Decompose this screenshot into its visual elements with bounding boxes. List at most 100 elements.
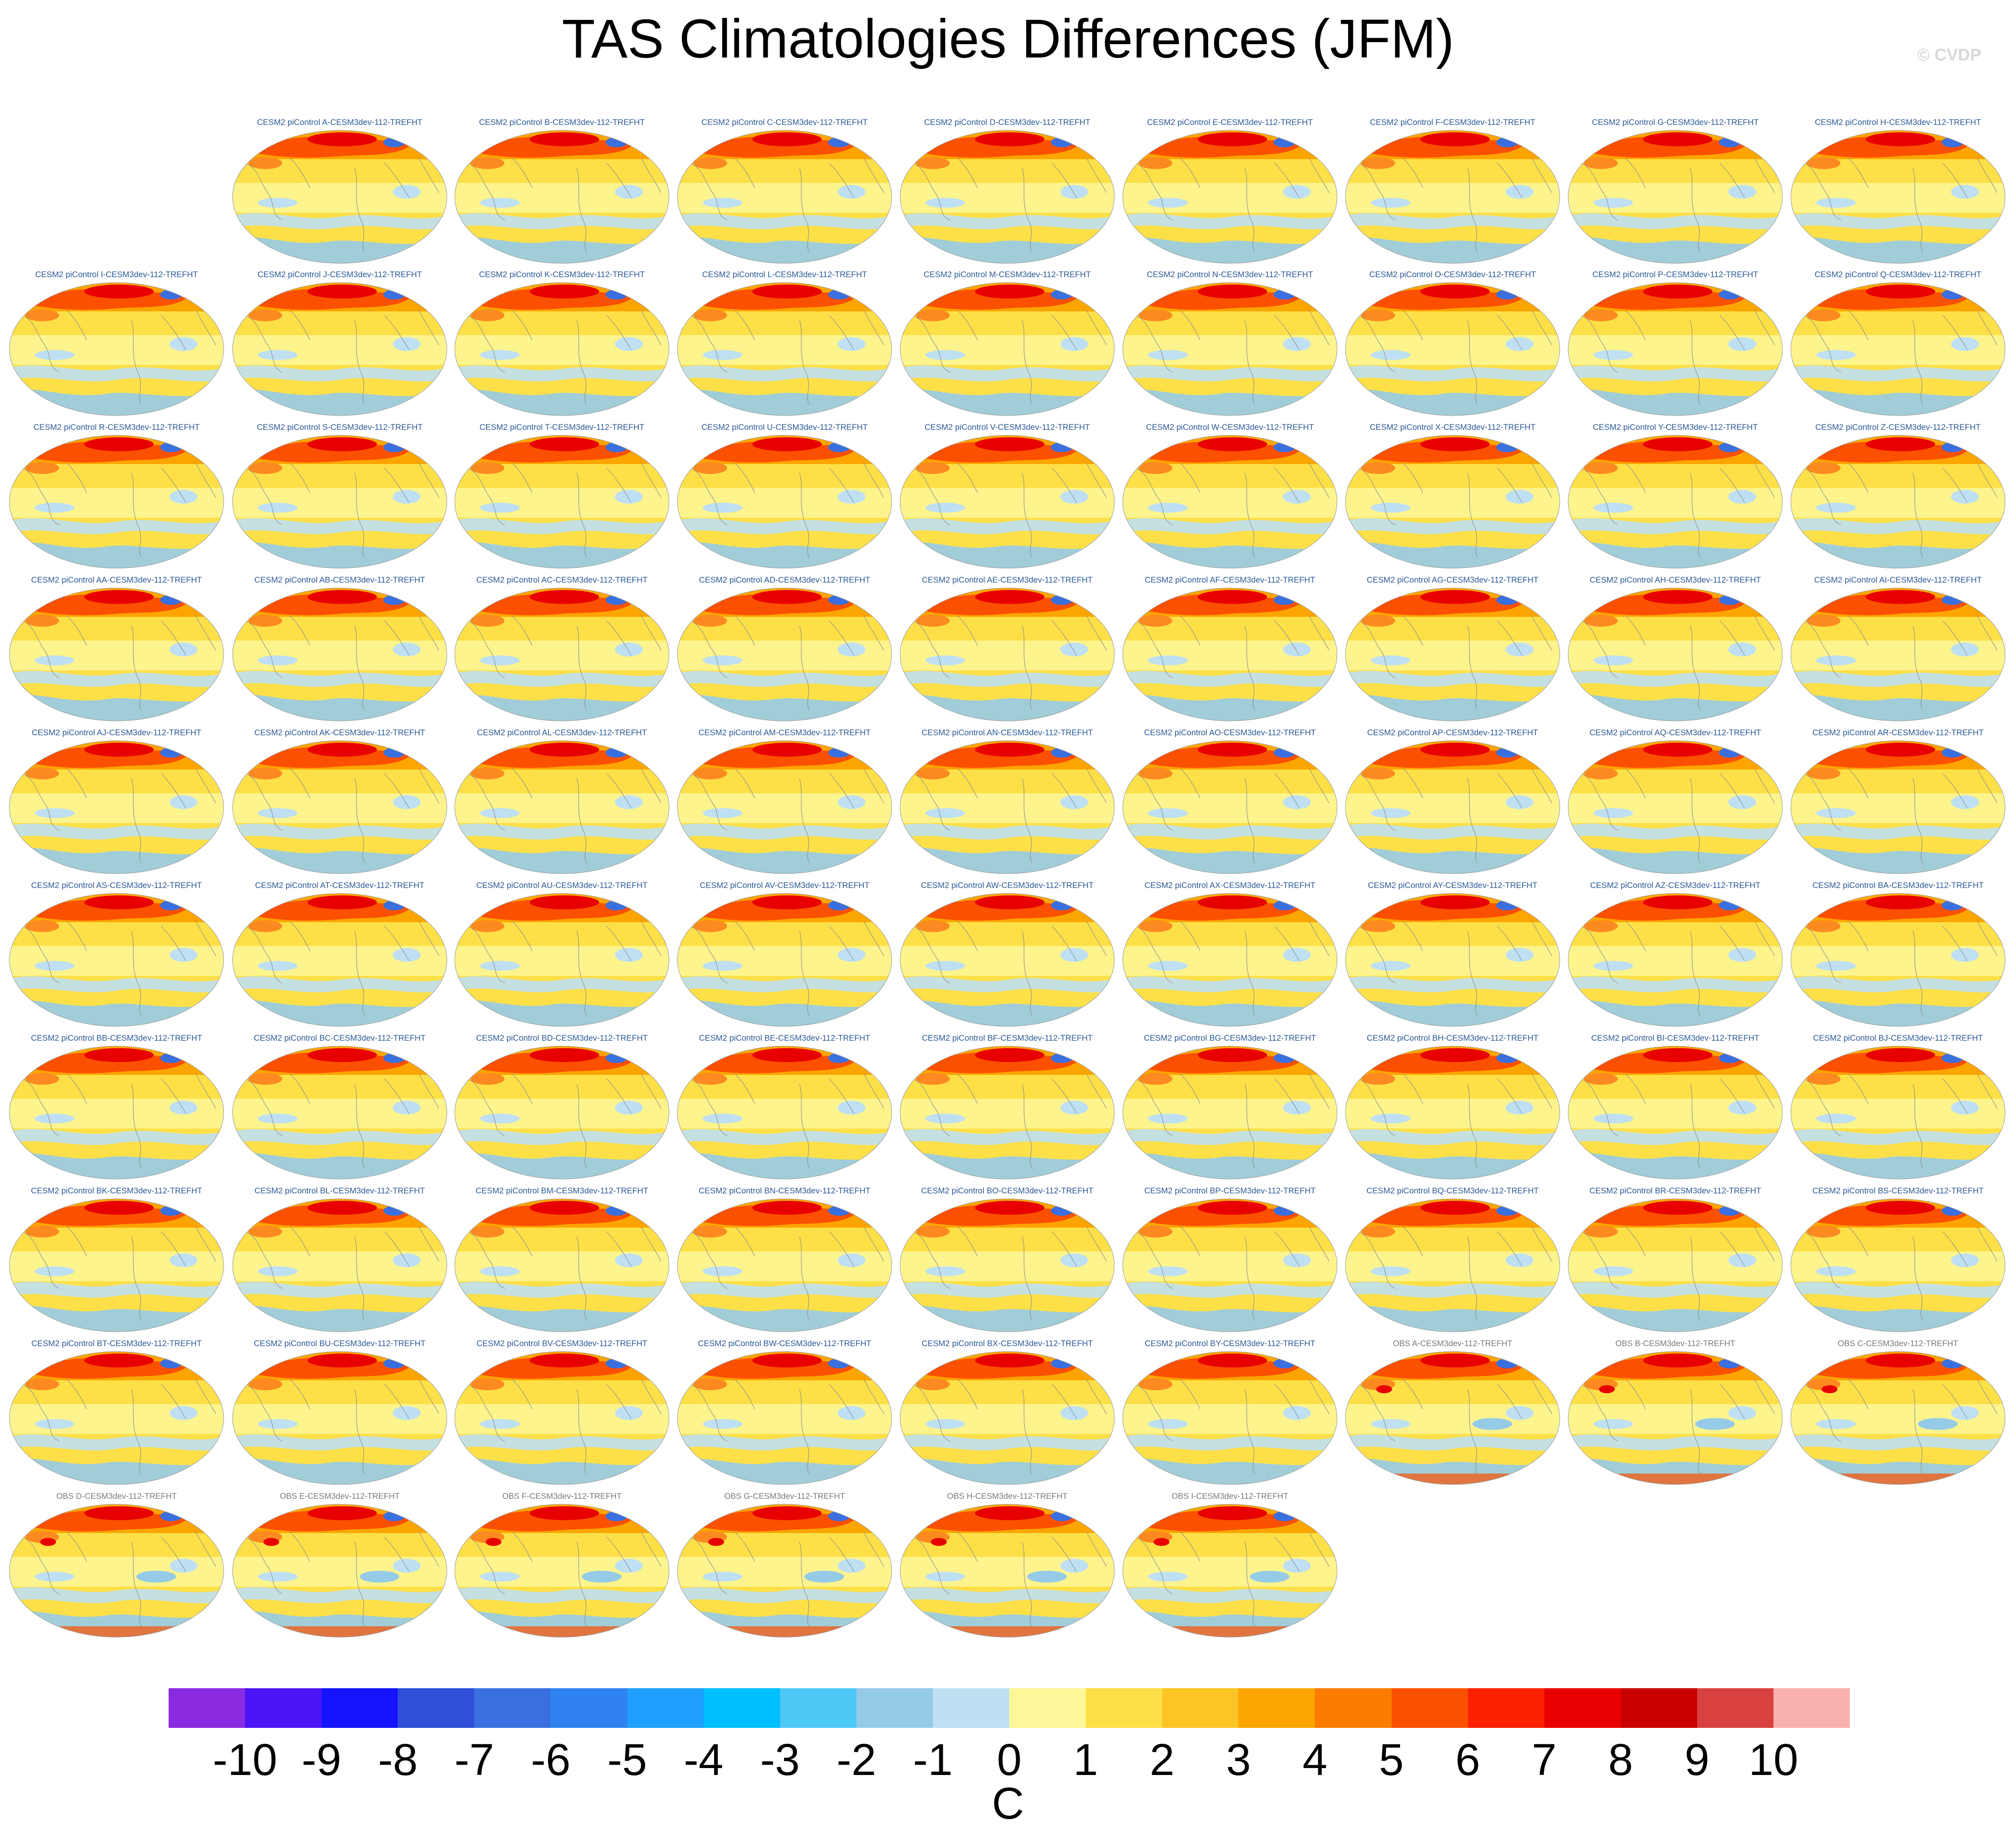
atlantic-cool-patch xyxy=(1283,948,1311,962)
greenland-cold-spot xyxy=(1274,137,1295,147)
cool-anomaly-band xyxy=(233,1434,447,1451)
greenland-cold-spot xyxy=(1051,442,1073,452)
coastline-lines xyxy=(913,615,1107,710)
pacific-cool-patch xyxy=(703,350,742,360)
arctic-hot-spot xyxy=(1866,1354,1935,1367)
globe-outline xyxy=(900,1504,1115,1638)
map-panel: CESM2 piControl AJ-CESM3dev-112-TREFHT xyxy=(7,727,226,876)
pacific-cool-patch xyxy=(1593,808,1633,818)
globe-outline xyxy=(454,1198,670,1332)
arctic-hot-spot xyxy=(307,743,377,757)
atlantic-cool-patch xyxy=(838,948,865,962)
greenland-cold-spot xyxy=(1496,290,1518,299)
globe-map xyxy=(1568,893,1783,1027)
panel-title: CESM2 piControl Y-CESM3dev-112-TREFHT xyxy=(1592,423,1758,432)
arctic-hot-spot xyxy=(975,132,1044,146)
pacific-cool-patch xyxy=(35,503,74,513)
asia-warm-patch xyxy=(693,462,727,474)
pacific-cool-patch xyxy=(1593,503,1633,513)
greenland-cold-spot xyxy=(1496,900,1518,910)
asia-warm-patch xyxy=(25,1226,59,1238)
arctic-hot-spot xyxy=(1643,1048,1712,1062)
globe-map xyxy=(454,1504,670,1638)
arctic-hot-spot xyxy=(84,1354,154,1367)
atlantic-cool-patch xyxy=(838,490,865,504)
globe-map xyxy=(1790,740,2006,874)
asia-warm-patch xyxy=(248,1073,282,1085)
colorbar-swatch xyxy=(245,1688,322,1728)
map-panel: OBS E-CESM3dev-112-TREFHT xyxy=(231,1490,449,1639)
globe-outline xyxy=(454,435,670,569)
globe-outline xyxy=(9,1198,224,1332)
asia-warm-patch xyxy=(248,768,282,779)
asia-warm-patch xyxy=(25,462,59,474)
pacific-cool-patch xyxy=(703,1572,742,1582)
map-panel: CESM2 piControl BQ-CESM3dev-112-TREFHT xyxy=(1344,1185,1562,1334)
globe-outline xyxy=(9,435,224,569)
cool-anomaly-band xyxy=(233,976,447,993)
colorbar-units: C xyxy=(992,1779,1024,1829)
arctic-hot-spot xyxy=(1643,437,1712,451)
pacific-cool-patch xyxy=(1371,655,1410,665)
cool-anomaly-band xyxy=(1123,518,1337,534)
globe-outline xyxy=(232,893,447,1027)
arctic-hot-spot xyxy=(752,590,822,604)
pacific-cool-patch xyxy=(703,655,742,665)
globe-outline xyxy=(900,1046,1115,1180)
pacific-cool-patch xyxy=(480,808,520,818)
cool-anomaly-band xyxy=(1791,1129,2005,1145)
atlantic-cool-patch xyxy=(1060,643,1088,656)
map-panel: CESM2 piControl AO-CESM3dev-112-TREFHT xyxy=(1121,727,1339,876)
arctic-hot-spot xyxy=(1198,285,1267,298)
greenland-cold-spot xyxy=(1496,1053,1518,1063)
arctic-hot-spot xyxy=(975,285,1044,298)
panel-title: CESM2 piControl AN-CESM3dev-112-TREFHT xyxy=(921,728,1093,737)
cool-anomaly-band xyxy=(1568,671,1782,687)
globe-map xyxy=(1568,130,1783,264)
cool-anomaly-band xyxy=(1791,518,2005,534)
panel-title: CESM2 piControl G-CESM3dev-112-TREFHT xyxy=(1591,118,1759,127)
colorbar-tick-label: 5 xyxy=(1379,1735,1404,1785)
arctic-hot-spot xyxy=(1643,590,1712,604)
panel-title: CESM2 piControl E-CESM3dev-112-TREFHT xyxy=(1147,118,1313,127)
coastline-lines xyxy=(690,158,884,253)
cool-anomaly-band xyxy=(1345,671,1560,687)
globe-map xyxy=(1790,893,2006,1027)
colorbar-tick-label: -4 xyxy=(683,1735,724,1785)
arctic-hot-spot xyxy=(752,132,822,146)
pacific-cool-patch xyxy=(480,1266,520,1276)
coastline-lines xyxy=(467,768,662,863)
cool-anomaly-band xyxy=(1123,671,1337,687)
arctic-hot-spot xyxy=(1866,590,1935,604)
atlantic-cool-patch xyxy=(1060,1406,1088,1420)
greenland-cold-spot xyxy=(828,442,850,452)
colorbar-tick-label: 9 xyxy=(1684,1735,1710,1785)
asia-warm-patch xyxy=(1139,309,1172,321)
map-panel: CESM2 piControl BI-CESM3dev-112-TREFHT xyxy=(1566,1032,1784,1181)
arctic-hot-spot xyxy=(84,1506,154,1520)
cool-anomaly-band xyxy=(233,1129,447,1145)
globe-outline xyxy=(454,282,670,416)
colorbar-tick-label: -7 xyxy=(454,1735,494,1785)
coastline-lines xyxy=(913,1073,1107,1169)
colorbar-tick-label: 0 xyxy=(996,1735,1022,1785)
coastline-lines xyxy=(1135,310,1330,405)
pacific-cool-patch xyxy=(480,350,520,360)
globe-outline xyxy=(454,588,670,721)
atlantic-cool-patch xyxy=(1951,1253,1979,1267)
panel-title: OBS B-CESM3dev-112-TREFHT xyxy=(1615,1339,1735,1348)
panel-title: CESM2 piControl BP-CESM3dev-112-TREFHT xyxy=(1144,1186,1316,1195)
globe-map xyxy=(1568,1351,1783,1485)
globe-map xyxy=(1568,435,1783,569)
greenland-cold-spot xyxy=(1496,1359,1518,1368)
arctic-hot-spot xyxy=(752,1048,822,1062)
panel-title: CESM2 piControl BQ-CESM3dev-112-TREFHT xyxy=(1366,1186,1539,1195)
greenland-cold-spot xyxy=(1051,1359,1073,1368)
greenland-cold-spot xyxy=(1274,1511,1295,1521)
globe-outline xyxy=(677,588,892,721)
coastline-lines xyxy=(467,463,662,558)
colorbar-swatch xyxy=(1086,1688,1162,1728)
pacific-cool-patch xyxy=(925,1572,965,1582)
coastline-lines xyxy=(1135,1226,1330,1321)
coastline-lines xyxy=(1803,463,1998,558)
